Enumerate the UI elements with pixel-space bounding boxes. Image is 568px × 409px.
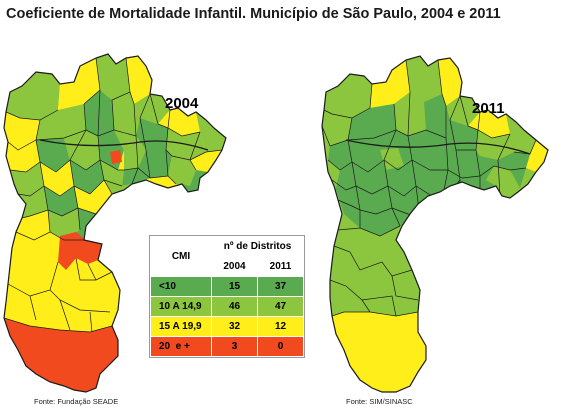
legend-value-2011: 12 (257, 316, 304, 337)
legend-value-2011: 47 (257, 296, 304, 317)
legend-table: CMI nº de Distritos 2004 2011 <10 15 37 … (149, 235, 305, 358)
map-source-2011: Fonte: SIM/SINASC (346, 397, 413, 406)
map-year-label-2004: 2004 (165, 95, 199, 112)
districts-2011 (322, 56, 548, 392)
legend-row: 10 A 14,9 46 47 (150, 296, 304, 317)
legend-header-year-2004: 2004 (211, 256, 258, 277)
legend-category: <10 (150, 276, 212, 297)
legend-value-2011: 37 (257, 276, 304, 297)
river-2004 (39, 139, 209, 151)
legend-header-year-2011: 2011 (257, 256, 304, 277)
legend-value-2011: 0 (257, 336, 304, 357)
legend-header-count: nº de Distritos (211, 236, 304, 257)
legend-category: 15 A 19,9 (150, 316, 212, 337)
district-borders-2004 (4, 57, 223, 333)
legend-row: 15 A 19,9 32 12 (150, 316, 304, 337)
map-source-2004: Fonte: Fundação SEADE (34, 397, 119, 406)
legend-header-cmi: CMI (150, 236, 212, 277)
map-year-label-2011: 2011 (472, 100, 505, 117)
legend-value-2004: 32 (211, 316, 258, 337)
legend-value-2004: 3 (211, 336, 258, 357)
legend-row: <10 15 37 (150, 276, 304, 297)
legend-category: 20 e + (150, 336, 212, 357)
river-2011 (345, 139, 531, 155)
legend-value-2004: 15 (211, 276, 258, 297)
district-borders-2011 (322, 59, 537, 317)
page-title: Coeficiente de Mortalidade Infantil. Mun… (6, 6, 501, 22)
legend-category: 10 A 14,9 (150, 296, 212, 317)
legend-row: 20 e + 3 0 (150, 336, 304, 357)
legend-value-2004: 46 (211, 296, 258, 317)
